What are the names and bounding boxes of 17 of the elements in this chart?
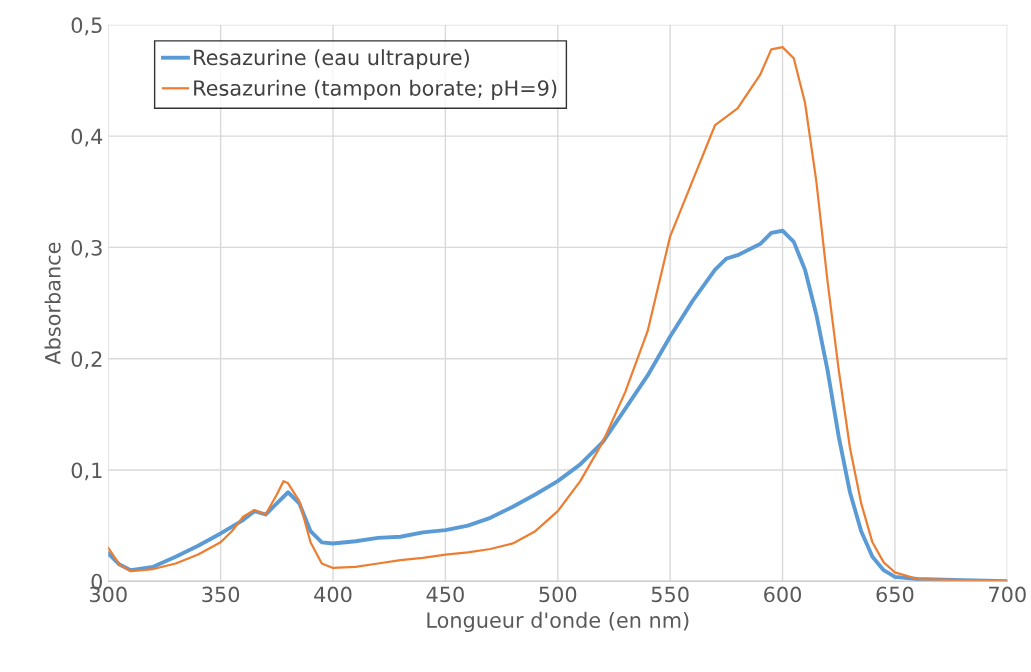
y-tick-label: 0,5 <box>71 17 102 36</box>
y-tick-label: 0,1 <box>71 462 102 481</box>
x-tick-label: 400 <box>314 586 352 603</box>
y-tick-label: 0,3 <box>71 239 102 258</box>
legend-label: Resazurine (tampon borate; pH=9) <box>194 79 557 100</box>
y-axis-title: Absorbance <box>44 242 61 365</box>
x-tick-label: 600 <box>764 586 802 603</box>
legend-label: Resazurine (eau ultrapure) <box>194 49 469 70</box>
x-tick-label: 500 <box>539 586 577 603</box>
x-tick-label: 650 <box>876 586 914 603</box>
x-axis-title: Longueur d'onde (en nm) <box>427 611 689 633</box>
x-tick-label: 550 <box>651 586 689 603</box>
x-tick-label: 450 <box>426 586 464 603</box>
x-tick-label: 700 <box>989 586 1026 603</box>
y-tick-label: 0,4 <box>71 128 103 147</box>
y-tick-label: 0,2 <box>71 351 102 370</box>
x-tick-label: 350 <box>202 586 240 603</box>
